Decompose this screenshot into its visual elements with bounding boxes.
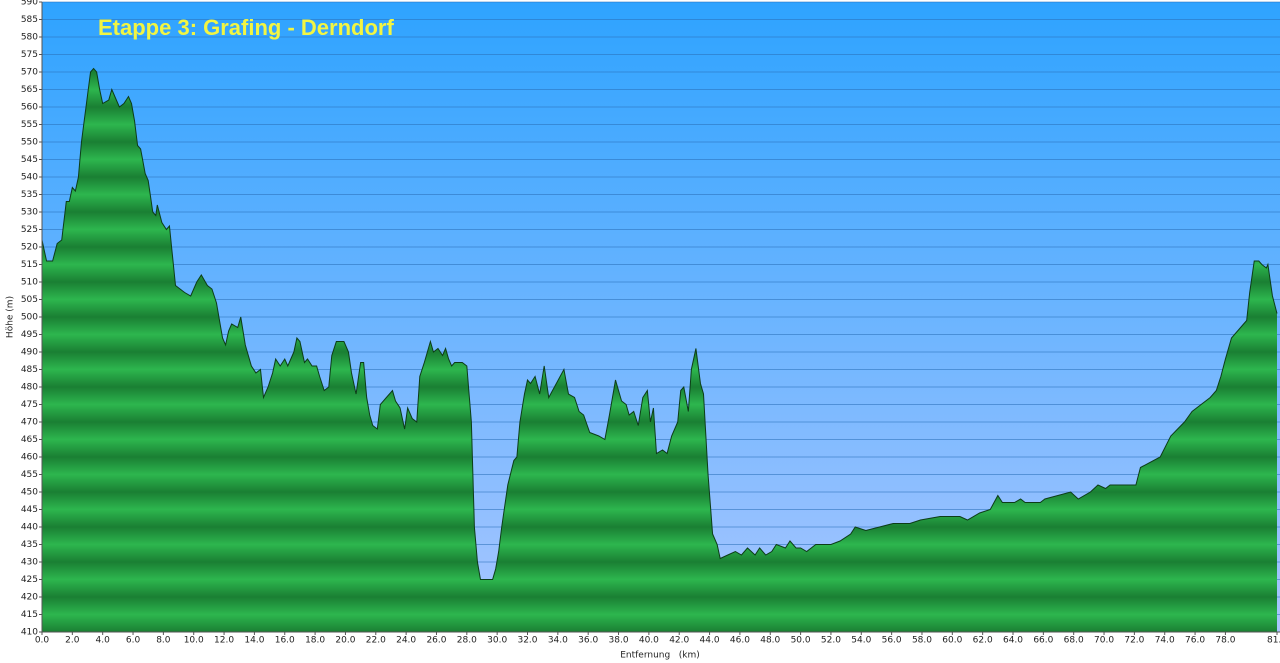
x-tick-label: 32.0 — [517, 636, 537, 646]
x-tick-label: 14.0 — [244, 636, 264, 646]
y-tick-label: 505 — [21, 295, 38, 305]
x-tick-label: 26.0 — [426, 636, 446, 646]
x-tick-label: 70.0 — [1094, 636, 1114, 646]
x-tick-label: 54.0 — [851, 636, 871, 646]
x-tick-label: 52.0 — [821, 636, 841, 646]
y-tick-label: 460 — [21, 453, 38, 463]
axes: 410 415 420 425 430 435 440 445 450 455 460 465 470 4… — [21, 0, 1280, 646]
y-tick-label: 485 — [21, 365, 38, 375]
y-tick-label: 585 — [21, 15, 38, 25]
y-tick-label: 540 — [21, 173, 38, 183]
x-axis-label: Entfernung (km) — [620, 651, 700, 661]
y-tick-label: 520 — [21, 243, 38, 253]
x-tick-label: 62.0 — [973, 636, 993, 646]
chart-title: Etappe 3: Grafing - Derndorf — [98, 15, 394, 40]
y-tick-label: 410 — [21, 628, 38, 638]
y-tick-label: 535 — [21, 190, 38, 200]
x-tick-label: 48.0 — [760, 636, 780, 646]
x-tick-label: 8.0 — [156, 636, 171, 646]
y-tick-label: 550 — [21, 138, 38, 148]
x-tick-label: 0.0 — [35, 636, 50, 646]
x-tick-label: 64.0 — [1003, 636, 1023, 646]
x-tick-label: 74.0 — [1155, 636, 1175, 646]
y-tick-label: 545 — [21, 155, 38, 165]
x-tick-label: 30.0 — [487, 636, 507, 646]
y-tick-label: 415 — [21, 610, 38, 620]
x-tick-label: 16.0 — [275, 636, 295, 646]
x-tick-label: 66.0 — [1033, 636, 1053, 646]
y-tick-label: 530 — [21, 208, 38, 218]
y-tick-label: 495 — [21, 330, 38, 340]
x-tick-label: 56.0 — [882, 636, 902, 646]
y-tick-label: 450 — [21, 488, 38, 498]
elevation-area — [42, 68, 1277, 632]
y-tick-label: 475 — [21, 400, 38, 410]
y-tick-label: 575 — [21, 50, 38, 60]
y-tick-label: 500 — [21, 313, 38, 323]
x-tick-label: 20.0 — [335, 636, 355, 646]
y-tick-label: 455 — [21, 470, 38, 480]
x-tick-label: 36.0 — [578, 636, 598, 646]
x-tick-label: 38.0 — [609, 636, 629, 646]
y-tick-label: 435 — [21, 540, 38, 550]
y-tick-label: 565 — [21, 85, 38, 95]
y-tick-label: 480 — [21, 383, 38, 393]
x-tick-label: 10.0 — [184, 636, 204, 646]
y-tick-label: 555 — [21, 120, 38, 130]
x-tick-label: 50.0 — [791, 636, 811, 646]
x-tick-label: 24.0 — [396, 636, 416, 646]
x-tick-label: 76.0 — [1185, 636, 1205, 646]
y-tick-label: 420 — [21, 593, 38, 603]
x-tick-label: 28.0 — [457, 636, 477, 646]
y-tick-label: 430 — [21, 558, 38, 568]
x-tick-label: 60.0 — [942, 636, 962, 646]
x-tick-label: 46.0 — [730, 636, 750, 646]
x-tick-label: 68.0 — [1064, 636, 1084, 646]
y-tick-label: 580 — [21, 33, 38, 43]
x-tick-label: 18.0 — [305, 636, 325, 646]
x-tick-label: 6.0 — [126, 636, 141, 646]
elevation-line — [41, 67, 1278, 580]
y-tick-label: 465 — [21, 435, 38, 445]
y-tick-label: 515 — [21, 260, 38, 270]
x-tick-label: 4.0 — [96, 636, 111, 646]
x-tick-label: 12.0 — [214, 636, 234, 646]
y-tick-label: 525 — [21, 225, 38, 235]
x-tick-label: 58.0 — [912, 636, 932, 646]
y-tick-label: 445 — [21, 505, 38, 515]
y-tick-label: 490 — [21, 348, 38, 358]
y-tick-label: 590 — [21, 0, 38, 8]
y-tick-label: 425 — [21, 575, 38, 585]
x-tick-label: 22.0 — [366, 636, 386, 646]
x-tick-label: 44.0 — [700, 636, 720, 646]
x-tick-label: 78.0 — [1215, 636, 1235, 646]
x-tick-label: 40.0 — [639, 636, 659, 646]
y-tick-label: 470 — [21, 418, 38, 428]
x-tick-label: 72.0 — [1124, 636, 1144, 646]
y-axis-label: Höhe (m) — [6, 296, 16, 338]
y-tick-label: 560 — [21, 103, 38, 113]
y-tick-label: 440 — [21, 523, 38, 533]
y-tick-label: 570 — [21, 68, 38, 78]
x-tick-label: 34.0 — [548, 636, 568, 646]
x-tick-label: 2.0 — [65, 636, 80, 646]
y-tick-label: 510 — [21, 278, 38, 288]
x-tick-label: 81.4 — [1267, 636, 1280, 646]
x-tick-label: 42.0 — [669, 636, 689, 646]
marks — [41, 67, 1278, 632]
